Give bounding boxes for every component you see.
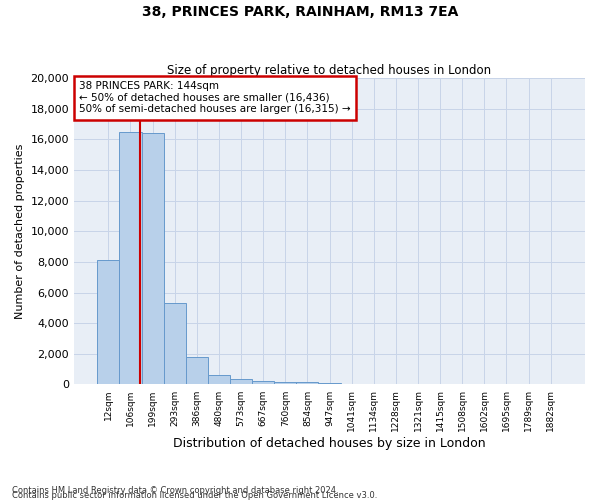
Bar [296, 382, 319, 384]
Bar [186, 357, 208, 384]
Title: Size of property relative to detached houses in London: Size of property relative to detached ho… [167, 64, 491, 77]
Bar [97, 260, 119, 384]
Bar [119, 132, 142, 384]
Bar [208, 374, 230, 384]
Text: 38, PRINCES PARK, RAINHAM, RM13 7EA: 38, PRINCES PARK, RAINHAM, RM13 7EA [142, 5, 458, 19]
Text: 38 PRINCES PARK: 144sqm
← 50% of detached houses are smaller (16,436)
50% of sem: 38 PRINCES PARK: 144sqm ← 50% of detache… [79, 81, 351, 114]
Text: Contains HM Land Registry data © Crown copyright and database right 2024.: Contains HM Land Registry data © Crown c… [12, 486, 338, 495]
Bar [252, 381, 274, 384]
Text: Contains public sector information licensed under the Open Government Licence v3: Contains public sector information licen… [12, 490, 377, 500]
Bar [164, 304, 186, 384]
Bar [230, 379, 252, 384]
Bar [274, 382, 296, 384]
X-axis label: Distribution of detached houses by size in London: Distribution of detached houses by size … [173, 437, 486, 450]
Bar [142, 132, 164, 384]
Y-axis label: Number of detached properties: Number of detached properties [15, 144, 25, 319]
Bar [319, 383, 341, 384]
